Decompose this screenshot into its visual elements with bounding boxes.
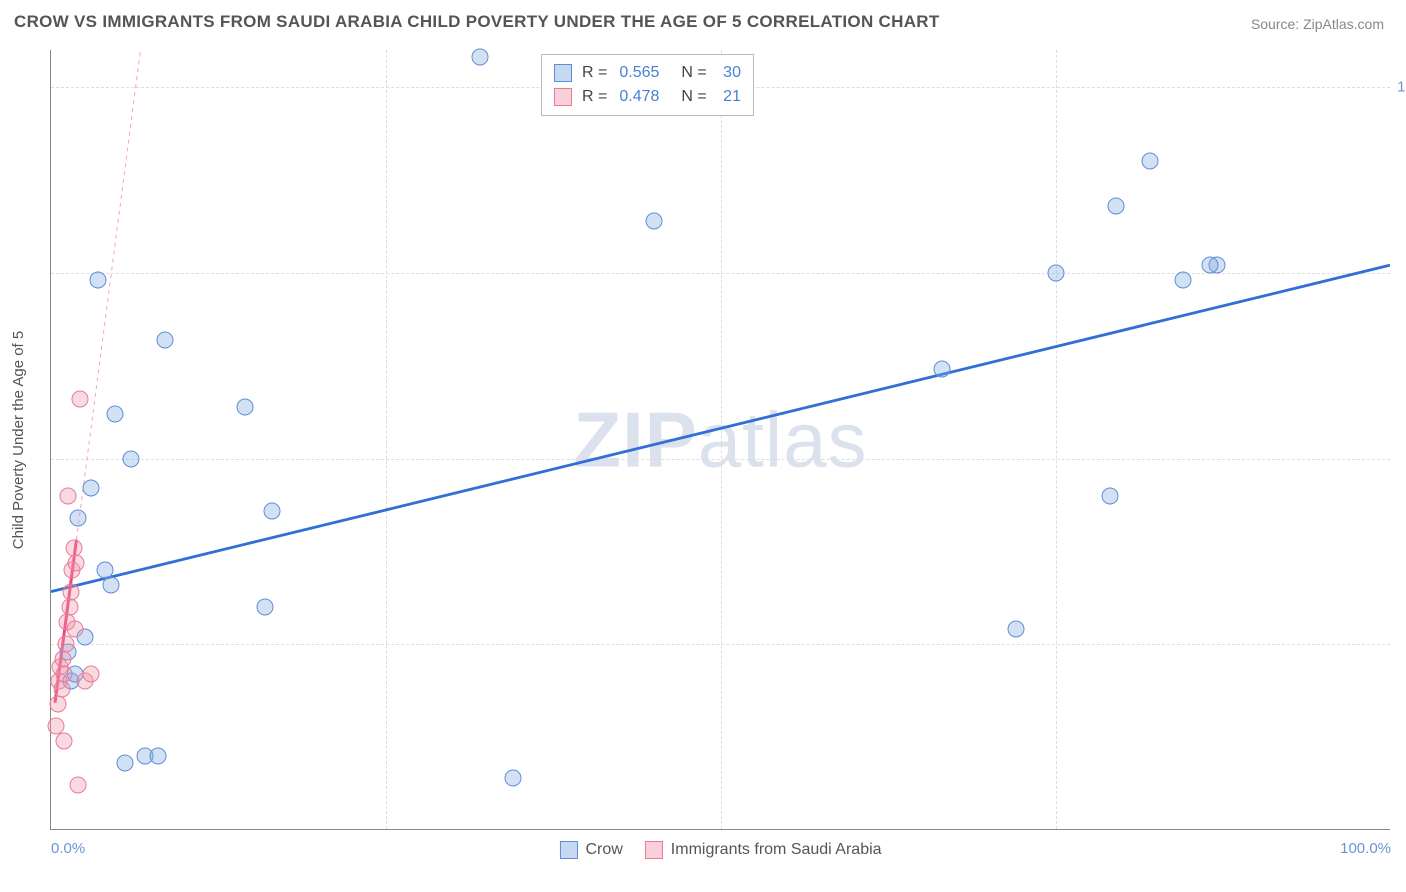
data-point xyxy=(89,272,106,289)
watermark-bold: ZIP xyxy=(573,395,697,483)
data-point xyxy=(1202,257,1219,274)
data-point xyxy=(1048,264,1065,281)
data-point xyxy=(49,695,66,712)
gridline-v xyxy=(721,50,722,829)
source-text: Source: ZipAtlas.com xyxy=(1251,16,1384,32)
data-point xyxy=(57,636,74,653)
data-point xyxy=(69,510,86,527)
watermark-rest: atlas xyxy=(698,395,868,483)
y-tick-label: 100.0% xyxy=(1397,79,1406,96)
legend-series-label: Immigrants from Saudi Arabia xyxy=(671,841,882,859)
x-tick-label: 100.0% xyxy=(1340,840,1391,857)
data-point xyxy=(61,599,78,616)
data-point xyxy=(1007,621,1024,638)
legend-swatch xyxy=(645,841,663,859)
data-point xyxy=(264,502,281,519)
data-point xyxy=(505,770,522,787)
data-point xyxy=(237,398,254,415)
data-point xyxy=(63,584,80,601)
data-point xyxy=(1101,487,1118,504)
data-point xyxy=(123,450,140,467)
legend-swatch xyxy=(559,841,577,859)
legend-r-value: 0.565 xyxy=(619,64,659,82)
data-point xyxy=(53,680,70,697)
trend-line xyxy=(76,50,164,540)
data-point xyxy=(646,212,663,229)
data-point xyxy=(150,747,167,764)
legend-series-label: Crow xyxy=(585,841,622,859)
legend-series: Crow Immigrants from Saudi Arabia xyxy=(559,841,881,859)
data-point xyxy=(1108,198,1125,215)
legend-n-label: N = xyxy=(681,88,706,106)
data-point xyxy=(56,666,73,683)
data-point xyxy=(69,777,86,794)
data-point xyxy=(83,480,100,497)
data-point xyxy=(56,732,73,749)
legend-r-value: 0.478 xyxy=(619,88,659,106)
y-axis-label: Child Poverty Under the Age of 5 xyxy=(10,331,27,549)
data-point xyxy=(83,666,100,683)
data-point xyxy=(60,487,77,504)
legend-n-value: 30 xyxy=(719,64,741,82)
data-point xyxy=(934,361,951,378)
legend-r-label: R = xyxy=(582,64,607,82)
data-point xyxy=(471,49,488,66)
legend-row: R = 0.565 N = 30 xyxy=(554,61,741,85)
plot-area: ZIPatlas R =0.565N = 30R =0.478N = 21 Cr… xyxy=(50,50,1390,830)
gridline-v xyxy=(1056,50,1057,829)
data-point xyxy=(1175,272,1192,289)
legend-n-label: N = xyxy=(681,64,706,82)
legend-swatch xyxy=(554,88,572,106)
x-tick-label: 0.0% xyxy=(51,840,85,857)
legend-r-label: R = xyxy=(582,88,607,106)
legend-series-item: Immigrants from Saudi Arabia xyxy=(645,841,882,859)
legend-series-item: Crow xyxy=(559,841,622,859)
legend-swatch xyxy=(554,64,572,82)
data-point xyxy=(107,406,124,423)
data-point xyxy=(67,621,84,638)
data-point xyxy=(257,599,274,616)
data-point xyxy=(156,331,173,348)
data-point xyxy=(68,554,85,571)
legend-correlation: R = 0.565 N = 30 R = 0.478 N = 21 xyxy=(541,54,754,116)
data-point xyxy=(103,576,120,593)
gridline-v xyxy=(386,50,387,829)
legend-row: R = 0.478 N = 21 xyxy=(554,85,741,109)
data-point xyxy=(72,391,89,408)
data-point xyxy=(1141,153,1158,170)
data-point xyxy=(116,755,133,772)
chart-title: CROW VS IMMIGRANTS FROM SAUDI ARABIA CHI… xyxy=(14,12,940,32)
legend-n-value: 21 xyxy=(719,88,741,106)
